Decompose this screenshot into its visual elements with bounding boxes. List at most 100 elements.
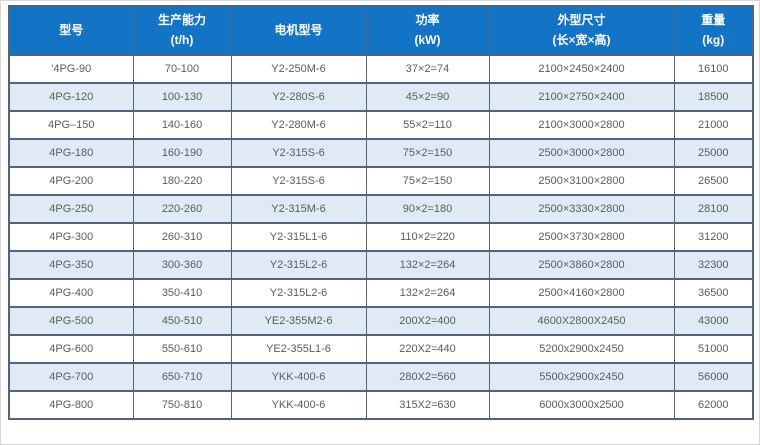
cell-dimensions: 2100×3000×2800 — [488, 110, 675, 140]
cell-model: '4PG-90 — [8, 54, 134, 84]
cell-model: 4PG-250 — [8, 194, 134, 224]
cell-power: 200X2=400 — [365, 306, 490, 336]
cell-model: 4PG-400 — [8, 278, 134, 308]
cell-weight: 51000 — [673, 334, 754, 364]
cell-weight: 36500 — [673, 278, 754, 308]
cell-power: 37×2=74 — [365, 54, 490, 84]
col-header-motor: 电机型号 — [230, 5, 367, 56]
cell-weight: 43000 — [673, 306, 754, 336]
cell-model: 4PG-600 — [8, 334, 134, 364]
cell-weight: 25000 — [673, 138, 754, 168]
cell-dimensions: 6000x3000x2500 — [488, 390, 675, 420]
cell-capacity: 70-100 — [132, 54, 232, 84]
cell-model: 4PG-300 — [8, 222, 134, 252]
cell-power: 280X2=560 — [365, 362, 490, 392]
cell-motor: Y2-280S-6 — [230, 82, 367, 112]
table-row: 4PG-600 550-610 YE2-355L1-6 220X2=440 5200x2… — [8, 334, 754, 364]
cell-motor: Y2-315M-6 — [230, 194, 367, 224]
product-spec-table: 型号 生产能力 (t/h) 电机型号 功率 (kW) 外型尺寸 (长×宽 — [8, 5, 754, 420]
table-row: 4PG-120 100-130 Y2-280S-6 45×2=90 2100×2750×… — [8, 82, 754, 112]
cell-model: 4PG-350 — [8, 250, 134, 280]
cell-dimensions: 2500×3730×2800 — [488, 222, 675, 252]
cell-capacity: 650-710 — [132, 362, 232, 392]
cell-weight: 31200 — [673, 222, 754, 252]
col-header-sub: (kg) — [702, 32, 725, 47]
col-header-model: 型号 — [8, 5, 134, 56]
cell-capacity: 750-810 — [132, 390, 232, 420]
table-row: 4PG-400 350-410 Y2-315L2-6 132×2=264 2500×41… — [8, 278, 754, 308]
cell-weight: 56000 — [673, 362, 754, 392]
cell-weight: 32300 — [673, 250, 754, 280]
cell-power: 132×2=264 — [365, 250, 490, 280]
col-header-label: 型号 — [59, 22, 84, 37]
cell-dimensions: 2500×3000×2800 — [488, 138, 675, 168]
col-header-label: 功率 — [415, 13, 440, 28]
cell-model: 4PG-120 — [8, 82, 134, 112]
cell-power: 55×2=110 — [365, 110, 490, 140]
cell-capacity: 300-360 — [132, 250, 232, 280]
cell-dimensions: 2500×3860×2800 — [488, 250, 675, 280]
table-header: 型号 生产能力 (t/h) 电机型号 功率 (kW) 外型尺寸 (长×宽 — [8, 5, 754, 56]
cell-motor: YE2-355M2-6 — [230, 306, 367, 336]
cell-power: 45×2=90 — [365, 82, 490, 112]
cell-capacity: 450-510 — [132, 306, 232, 336]
col-header-label: 电机型号 — [274, 22, 323, 37]
cell-dimensions: 5200x2900x2450 — [488, 334, 675, 364]
cell-power: 110×2=220 — [365, 222, 490, 252]
table-row: 4PG-300 260-310 Y2-315L1-6 110×2=220 2500×37… — [8, 222, 754, 252]
cell-weight: 28100 — [673, 194, 754, 224]
table-row: 4PG-500 450-510 YE2-355M2-6 200X2=400 4600X2… — [8, 306, 754, 336]
cell-motor: Y2-280M-6 — [230, 110, 367, 140]
cell-power: 132×2=264 — [365, 278, 490, 308]
col-header-weight: 重量 (kg) — [673, 5, 754, 56]
cell-capacity: 140-160 — [132, 110, 232, 140]
cell-weight: 18500 — [673, 82, 754, 112]
table-row: 4PG-180 160-190 Y2-315S-6 75×2=150 2500×3000… — [8, 138, 754, 168]
col-header-dimensions: 外型尺寸 (长×宽×高) — [488, 5, 675, 56]
table-body: '4PG-90 70-100 Y2-250M-6 37×2=74 2100×2450×2… — [8, 54, 754, 420]
cell-power: 75×2=150 — [365, 138, 490, 168]
col-header-label: 重量 — [701, 13, 726, 28]
cell-weight: 26500 — [673, 166, 754, 196]
table-row: 4PG-700 650-710 YKK-400-6 280X2=560 5500x290… — [8, 362, 754, 392]
cell-model: 4PG-200 — [8, 166, 134, 196]
cell-motor: Y2-315L1-6 — [230, 222, 367, 252]
cell-dimensions: 4600X2800X2450 — [488, 306, 675, 336]
table-row: '4PG-90 70-100 Y2-250M-6 37×2=74 2100×2450×2… — [8, 54, 754, 84]
cell-capacity: 220-260 — [132, 194, 232, 224]
cell-motor: Y2-250M-6 — [230, 54, 367, 84]
cell-power: 220X2=440 — [365, 334, 490, 364]
cell-model: 4PG-700 — [8, 362, 134, 392]
cell-motor: Y2-315S-6 — [230, 166, 367, 196]
table-row: 4PG-250 220-260 Y2-315M-6 90×2=180 2500×3330… — [8, 194, 754, 224]
cell-capacity: 180-220 — [132, 166, 232, 196]
cell-power: 75×2=150 — [365, 166, 490, 196]
cell-capacity: 100-130 — [132, 82, 232, 112]
table-row: 4PG-200 180-220 Y2-315S-6 75×2=150 2500×3100… — [8, 166, 754, 196]
cell-dimensions: 2500×3330×2800 — [488, 194, 675, 224]
cell-weight: 62000 — [673, 390, 754, 420]
cell-dimensions: 5500x2900x2450 — [488, 362, 675, 392]
col-header-capacity: 生产能力 (t/h) — [132, 5, 232, 56]
header-row: 型号 生产能力 (t/h) 电机型号 功率 (kW) 外型尺寸 (长×宽 — [8, 5, 754, 56]
table-row: 4PG–150 140-160 Y2-280M-6 55×2=110 2100×3000… — [8, 110, 754, 140]
cell-capacity: 260-310 — [132, 222, 232, 252]
col-header-label: 外型尺寸 — [557, 13, 606, 28]
cell-weight: 21000 — [673, 110, 754, 140]
cell-model: 4PG-500 — [8, 306, 134, 336]
cell-dimensions: 2100×2750×2400 — [488, 82, 675, 112]
cell-motor: YE2-355L1-6 — [230, 334, 367, 364]
cell-weight: 16100 — [673, 54, 754, 84]
cell-capacity: 550-610 — [132, 334, 232, 364]
cell-model: 4PG–150 — [8, 110, 134, 140]
cell-model: 4PG-800 — [8, 390, 134, 420]
cell-dimensions: 2500×3100×2800 — [488, 166, 675, 196]
cell-motor: YKK-400-6 — [230, 362, 367, 392]
col-header-power: 功率 (kW) — [365, 5, 490, 56]
cell-power: 315X2=630 — [365, 390, 490, 420]
cell-dimensions: 2500×4160×2800 — [488, 278, 675, 308]
cell-motor: YKK-400-6 — [230, 390, 367, 420]
col-header-sub: (kW) — [414, 32, 441, 47]
cell-motor: Y2-315L2-6 — [230, 278, 367, 308]
